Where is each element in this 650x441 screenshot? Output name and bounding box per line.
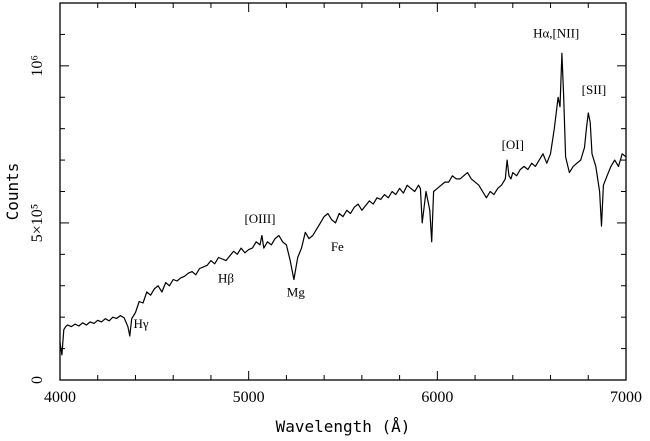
y-tick-label: 0: [29, 376, 46, 384]
y-axis-title: Counts: [3, 163, 22, 221]
spectral-line-label: Hα,[NII]: [533, 26, 579, 41]
annotation-layer: Hγ Hβ [OIII] Mg Fe [OI] Hα,[NII] [SII]: [134, 26, 607, 332]
x-axis-title: Wavelength (Å): [276, 417, 411, 436]
x-tick-label: 7000: [610, 389, 642, 406]
spectral-line-label: Fe: [331, 239, 344, 254]
spectral-line-label: Mg: [287, 285, 306, 300]
spectral-line-label: Hβ: [218, 271, 234, 286]
spectral-line-label: [OI]: [502, 137, 524, 152]
y-tick-label: 5×10⁵: [29, 204, 46, 243]
spectral-line-label: [OIII]: [244, 211, 275, 226]
spectral-line-label: [SII]: [582, 82, 607, 97]
x-tick-label: 6000: [421, 389, 453, 406]
y-tick-label: 10⁶: [29, 55, 46, 77]
x-tick-label: 4000: [44, 389, 76, 406]
spectrum-line: [60, 53, 626, 355]
spectral-line-label: Hγ: [134, 316, 149, 331]
series-layer: [60, 53, 626, 355]
labels-layer: 4000 5000 6000 7000 0 5×10⁵ 10⁶: [29, 55, 642, 406]
x-tick-label: 5000: [233, 389, 265, 406]
